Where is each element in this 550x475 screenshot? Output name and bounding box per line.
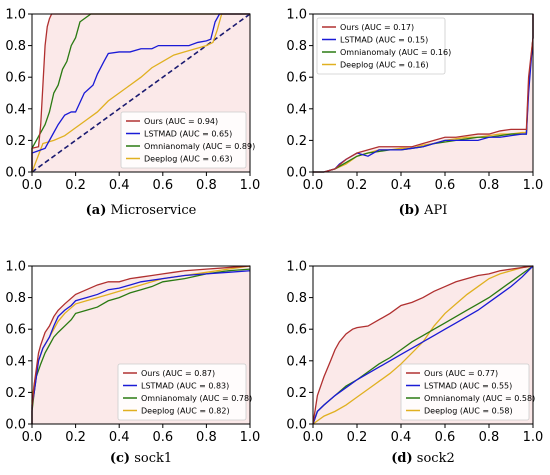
series-line-omnianomaly xyxy=(31,13,250,172)
y-tick-label: 0.8 xyxy=(286,39,307,54)
y-tick-label: 0.4 xyxy=(5,354,26,369)
subfigure-caption: (d) sock2 xyxy=(391,451,454,466)
chart-panel-sock1: 0.0 0.2 0.4 0.6 0.8 1.0 0.0 0.2 0.4 0.6 0.8 1.0 Ours… xyxy=(5,260,261,467)
x-tick-label: 0.2 xyxy=(347,178,368,193)
legend: Ours (AUC = 0.17) LSTMAD (AUC = 0.15) Omni… xyxy=(316,17,451,75)
series-line-ours xyxy=(31,265,251,424)
legend-label-omnianomaly: Omnianomaly (AUC = 0.89) xyxy=(144,142,255,151)
chart-panel-microservice: 0.0 0.2 0.4 0.6 0.8 1.0 0.0 0.2 0.4 0.6 0.8 1.0 Ours… xyxy=(5,8,261,219)
y-tick-label: 0.4 xyxy=(5,102,26,117)
y-tick-label: 0.2 xyxy=(5,386,26,401)
y-tick-label: 0.2 xyxy=(286,386,307,401)
y-tick-label: 0.0 xyxy=(286,166,307,181)
x-tick-label: 1.0 xyxy=(523,178,544,193)
subfigure-caption: (b) API xyxy=(399,203,448,218)
subfigure-caption: (a) Microservice xyxy=(86,203,197,218)
caption-tag: (b) xyxy=(399,203,420,218)
caption-text: sock2 xyxy=(413,451,455,466)
axes-frame xyxy=(312,265,534,425)
x-tick-label: 0.8 xyxy=(196,430,217,445)
legend: Ours (AUC = 0.87) LSTMAD (AUC = 0.83) Omni… xyxy=(117,363,252,421)
x-tick-label: 1.0 xyxy=(523,430,544,445)
y-tick-label: 0.0 xyxy=(286,418,307,433)
legend-label-lstmad: LSTMAD (AUC = 0.83) xyxy=(141,382,229,391)
y-tick-label: 0.2 xyxy=(286,134,307,149)
x-tick-label: 0.4 xyxy=(391,430,412,445)
y-tick-label: 0.8 xyxy=(5,291,26,306)
x-tick-label: 0.2 xyxy=(65,178,86,193)
caption-text: API xyxy=(420,203,447,218)
x-tick-label: 0.4 xyxy=(109,178,130,193)
chart-panel-api: 0.0 0.2 0.4 0.6 0.8 1.0 0.0 0.2 0.4 0.6 0.8 1.0 Ours… xyxy=(286,8,544,219)
y-tick-label: 0.0 xyxy=(5,166,26,181)
x-tick-label: 0.8 xyxy=(479,178,500,193)
y-tick-label: 1.0 xyxy=(5,8,26,23)
ours-area-fill xyxy=(313,14,533,172)
y-tick-label: 0.0 xyxy=(5,418,26,433)
axes-frame xyxy=(312,13,534,173)
legend-label-omnianomaly: Omnianomaly (AUC = 0.58) xyxy=(424,394,535,403)
y-tick-label: 0.2 xyxy=(5,134,26,149)
legend: Ours (AUC = 0.94) LSTMAD (AUC = 0.65) Omni… xyxy=(120,111,255,169)
x-tick-label: 0.0 xyxy=(303,430,324,445)
series-line-lstmad xyxy=(31,13,250,172)
series-line-lstmad xyxy=(31,270,251,424)
y-tick-label: 0.4 xyxy=(286,102,307,117)
legend-label-omnianomaly: Omnianomaly (AUC = 0.16) xyxy=(340,48,451,57)
legend-label-lstmad: LSTMAD (AUC = 0.15) xyxy=(340,36,428,45)
legend-label-ours: Ours (AUC = 0.87) xyxy=(141,369,215,378)
x-tick-label: 1.0 xyxy=(240,178,261,193)
axes-frame xyxy=(31,13,251,173)
x-tick-label: 0.6 xyxy=(435,178,456,193)
x-tick-label: 0.6 xyxy=(152,430,173,445)
y-tick-label: 0.6 xyxy=(5,323,26,338)
y-tick-label: 0.4 xyxy=(286,354,307,369)
legend-label-ours: Ours (AUC = 0.77) xyxy=(424,369,498,378)
x-tick-label: 0.0 xyxy=(22,430,43,445)
x-tick-label: 0.6 xyxy=(152,178,173,193)
series-line-ours xyxy=(312,265,534,425)
caption-tag: (d) xyxy=(391,451,412,466)
legend-label-deeplog: Deeplog (AUC = 0.82) xyxy=(141,407,230,416)
series-line-omnianomaly xyxy=(31,268,251,424)
y-tick-label: 1.0 xyxy=(286,8,307,23)
legend-label-ours: Ours (AUC = 0.17) xyxy=(340,23,414,32)
y-tick-label: 0.6 xyxy=(286,71,307,86)
legend-label-omnianomaly: Omnianomaly (AUC = 0.78) xyxy=(141,394,252,403)
legend-label-ours: Ours (AUC = 0.94) xyxy=(144,117,218,126)
legend-label-deeplog: Deeplog (AUC = 0.58) xyxy=(424,407,513,416)
y-tick-label: 1.0 xyxy=(286,260,307,275)
x-tick-label: 1.0 xyxy=(240,430,261,445)
caption-text: Microservice xyxy=(106,203,196,218)
x-tick-label: 0.4 xyxy=(109,430,130,445)
x-tick-label: 0.2 xyxy=(347,430,368,445)
y-tick-label: 0.8 xyxy=(286,291,307,306)
chart-panel-sock2: 0.0 0.2 0.4 0.6 0.8 1.0 0.0 0.2 0.4 0.6 0.8 1.0 Ours… xyxy=(286,260,544,467)
legend-label-deeplog: Deeplog (AUC = 0.16) xyxy=(340,61,429,70)
subfigure-caption: (c) sock1 xyxy=(110,451,172,466)
axes-frame xyxy=(31,265,251,425)
series-line-ours xyxy=(313,14,534,173)
legend: Ours (AUC = 0.77) LSTMAD (AUC = 0.55) Omni… xyxy=(400,363,535,421)
legend-label-deeplog: Deeplog (AUC = 0.63) xyxy=(144,155,233,164)
caption-tag: (a) xyxy=(86,203,107,218)
y-tick-label: 0.6 xyxy=(286,323,307,338)
x-tick-label: 0.2 xyxy=(65,430,86,445)
y-tick-label: 0.8 xyxy=(5,39,26,54)
series-line-lstmad xyxy=(312,265,534,425)
x-tick-label: 0.6 xyxy=(435,430,456,445)
x-tick-label: 0.4 xyxy=(391,178,412,193)
caption-tag: (c) xyxy=(110,451,130,466)
legend-label-lstmad: LSTMAD (AUC = 0.55) xyxy=(424,382,512,391)
x-tick-label: 0.0 xyxy=(22,178,43,193)
x-tick-label: 0.8 xyxy=(196,178,217,193)
series-line-deeplog xyxy=(31,13,250,173)
y-tick-label: 0.6 xyxy=(5,71,26,86)
legend-label-lstmad: LSTMAD (AUC = 0.65) xyxy=(144,130,232,139)
x-tick-label: 0.0 xyxy=(303,178,324,193)
y-tick-label: 1.0 xyxy=(5,260,26,275)
caption-text: sock1 xyxy=(130,451,172,466)
x-tick-label: 0.8 xyxy=(479,430,500,445)
